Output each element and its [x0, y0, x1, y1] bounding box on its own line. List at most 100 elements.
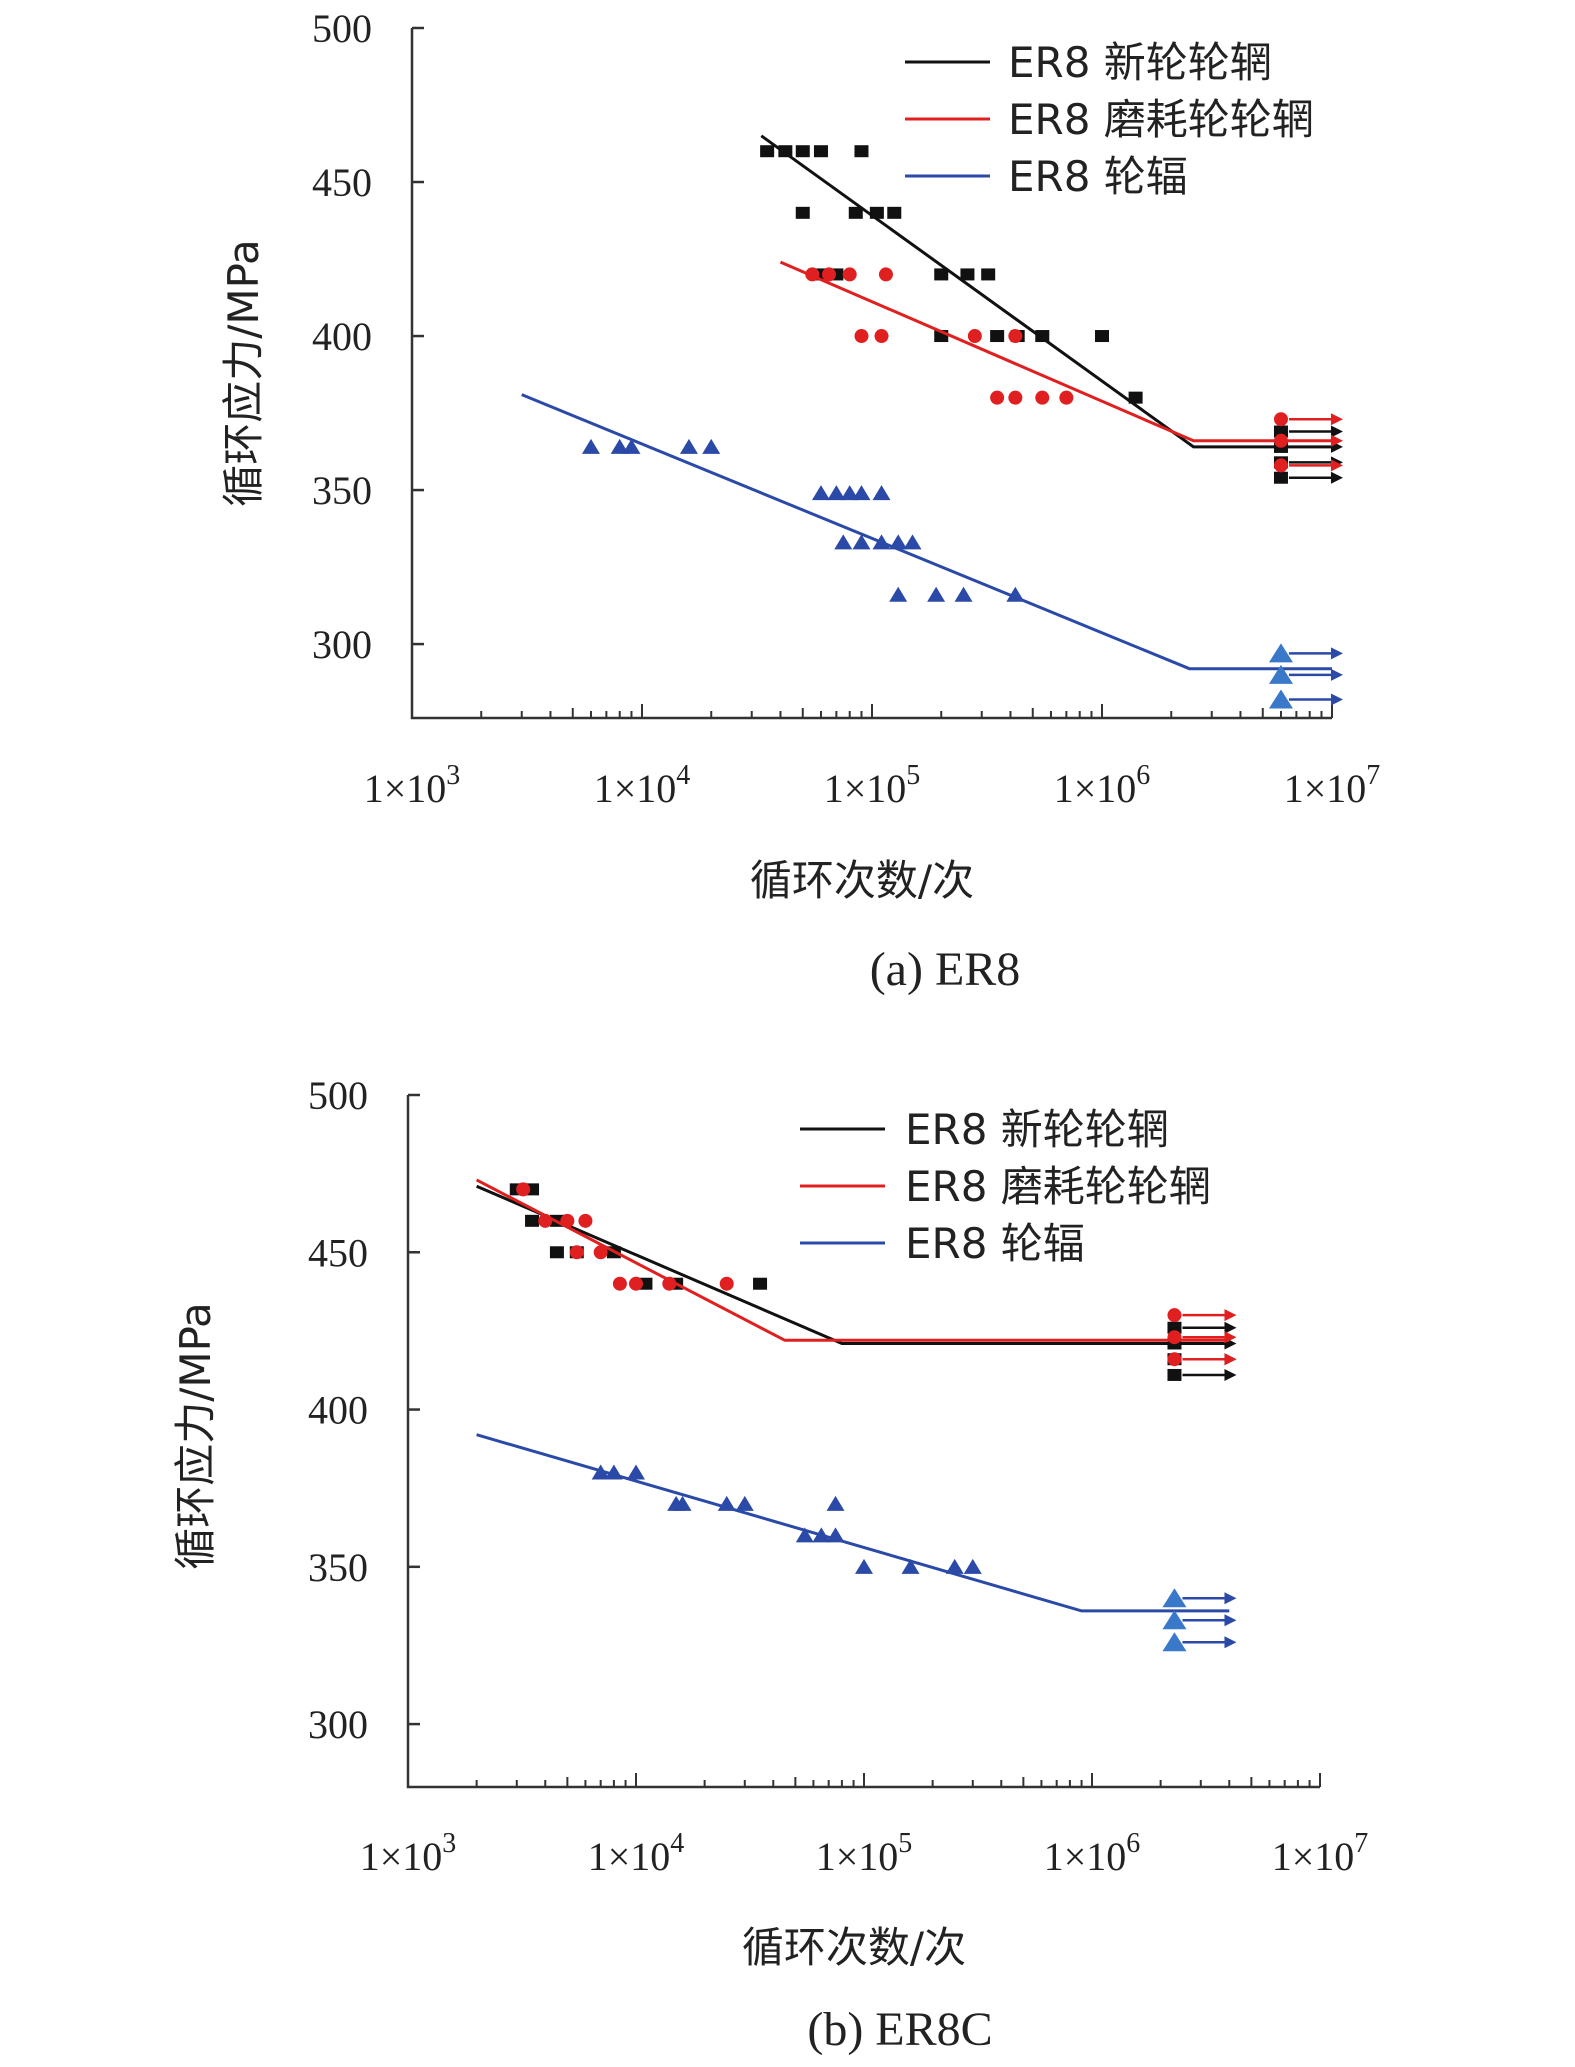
data-point: [610, 438, 629, 454]
data-point: [1128, 391, 1143, 404]
data-point: [887, 206, 902, 219]
data-point: [842, 267, 857, 282]
data-point: [581, 438, 600, 454]
data-point: [795, 1527, 814, 1543]
runout-arrowhead: [1330, 434, 1343, 447]
data-point: [1095, 330, 1109, 343]
runout-point: [1167, 1308, 1237, 1323]
data-point: [612, 1276, 627, 1291]
runout-point: [1268, 643, 1343, 663]
legend-label: ER8 新轮轮辋: [1008, 38, 1272, 87]
runout-arrowhead: [1224, 1321, 1237, 1334]
data-point: [569, 1245, 584, 1260]
data-point: [662, 1276, 677, 1291]
runout-point: [1268, 689, 1343, 709]
runout-marker: [1268, 643, 1293, 663]
data-point: [811, 485, 830, 501]
y-tick-label: 400: [312, 314, 372, 359]
data-point: [840, 485, 859, 501]
data-point: [795, 145, 810, 158]
runout-arrowhead: [1224, 1309, 1237, 1322]
y-tick-label: 350: [312, 468, 372, 513]
data-point: [869, 206, 884, 219]
data-point: [538, 1213, 553, 1228]
chart-a: 300 350 400 450 500 1×103 1×104 1×105 1×106 1×107…: [219, 6, 1380, 996]
y-tick-label: 350: [308, 1545, 368, 1590]
data-point: [901, 1558, 920, 1574]
runout-point: [1273, 433, 1343, 448]
x-tick-label: 1×104: [594, 760, 691, 811]
data-point: [903, 534, 922, 550]
data-point: [719, 1276, 734, 1291]
data-point: [702, 438, 721, 454]
data-point: [934, 268, 949, 281]
runout-arrowhead: [1330, 413, 1343, 426]
runout-arrowhead: [1330, 647, 1343, 660]
runout-point: [1167, 1368, 1237, 1381]
legend-label: ER8 轮辐: [1008, 152, 1188, 201]
runout-point: [1162, 1610, 1237, 1630]
data-point: [673, 1495, 692, 1511]
runout-point: [1167, 1352, 1237, 1367]
data-point: [826, 1495, 845, 1511]
chart-caption: (a) ER8: [870, 943, 1021, 996]
runout-marker: [1167, 1308, 1182, 1323]
runout-point: [1162, 1632, 1237, 1652]
data-point: [852, 485, 871, 501]
data-point: [1008, 390, 1023, 405]
data-point: [927, 586, 946, 602]
chart-caption: (b) ER8C: [807, 2003, 992, 2056]
x-axis-title: 循环次数/次: [750, 856, 974, 905]
fit-line: [779, 260, 1332, 443]
runout-marker: [1167, 1352, 1182, 1367]
runout-marker: [1167, 1368, 1182, 1381]
data-point: [963, 1558, 982, 1574]
x-tick-label: 1×107: [1284, 760, 1381, 811]
data-point: [717, 1495, 736, 1511]
data-point: [872, 485, 891, 501]
x-tick-label: 1×105: [816, 1828, 913, 1879]
runout-marker: [1273, 471, 1288, 484]
runout-point: [1273, 425, 1343, 438]
series-triangle: [521, 393, 1343, 709]
fit-line: [475, 1178, 1230, 1342]
legend-label: ER8 轮辐: [905, 1219, 1085, 1268]
runout-arrowhead: [1330, 693, 1343, 706]
runout-marker: [1167, 1321, 1182, 1334]
data-point: [1035, 330, 1050, 343]
runout-point: [1273, 412, 1343, 427]
data-point: [622, 438, 641, 454]
data-point: [735, 1495, 754, 1511]
y-tick-label: 500: [312, 6, 372, 51]
data-point: [990, 390, 1005, 405]
y-axis-title: 循环应力/MPa: [171, 1302, 220, 1570]
data-point: [525, 1214, 540, 1227]
runout-marker: [1273, 412, 1288, 427]
fit-line: [521, 393, 1332, 671]
y-tick-label: 500: [308, 1073, 368, 1118]
data-point: [753, 1277, 768, 1290]
runout-marker: [1268, 664, 1293, 684]
runout-arrowhead: [1330, 668, 1343, 681]
chart-b: 300 350 400 450 500 1×103 1×104 1×105 1×106 1×107…: [171, 1073, 1368, 2056]
fit-line: [476, 1184, 1230, 1345]
data-point: [627, 1464, 645, 1480]
data-point: [889, 586, 908, 602]
runout-marker: [1167, 1330, 1182, 1345]
runout-marker: [1162, 1610, 1187, 1630]
data-point: [778, 145, 793, 158]
x-tick-label: 1×106: [1044, 1828, 1141, 1879]
x-tick-label: 1×104: [588, 1828, 685, 1879]
runout-point: [1167, 1330, 1237, 1345]
x-tick-label: 1×103: [364, 760, 461, 811]
y-tick-label: 300: [312, 622, 372, 667]
runout-arrowhead: [1330, 459, 1343, 472]
runout-marker: [1162, 1632, 1187, 1652]
data-point: [549, 1246, 564, 1259]
data-point: [981, 268, 996, 281]
data-point: [967, 329, 982, 344]
data-point: [872, 534, 891, 550]
runout-arrowhead: [1224, 1592, 1237, 1605]
y-tick-label: 450: [308, 1230, 368, 1275]
